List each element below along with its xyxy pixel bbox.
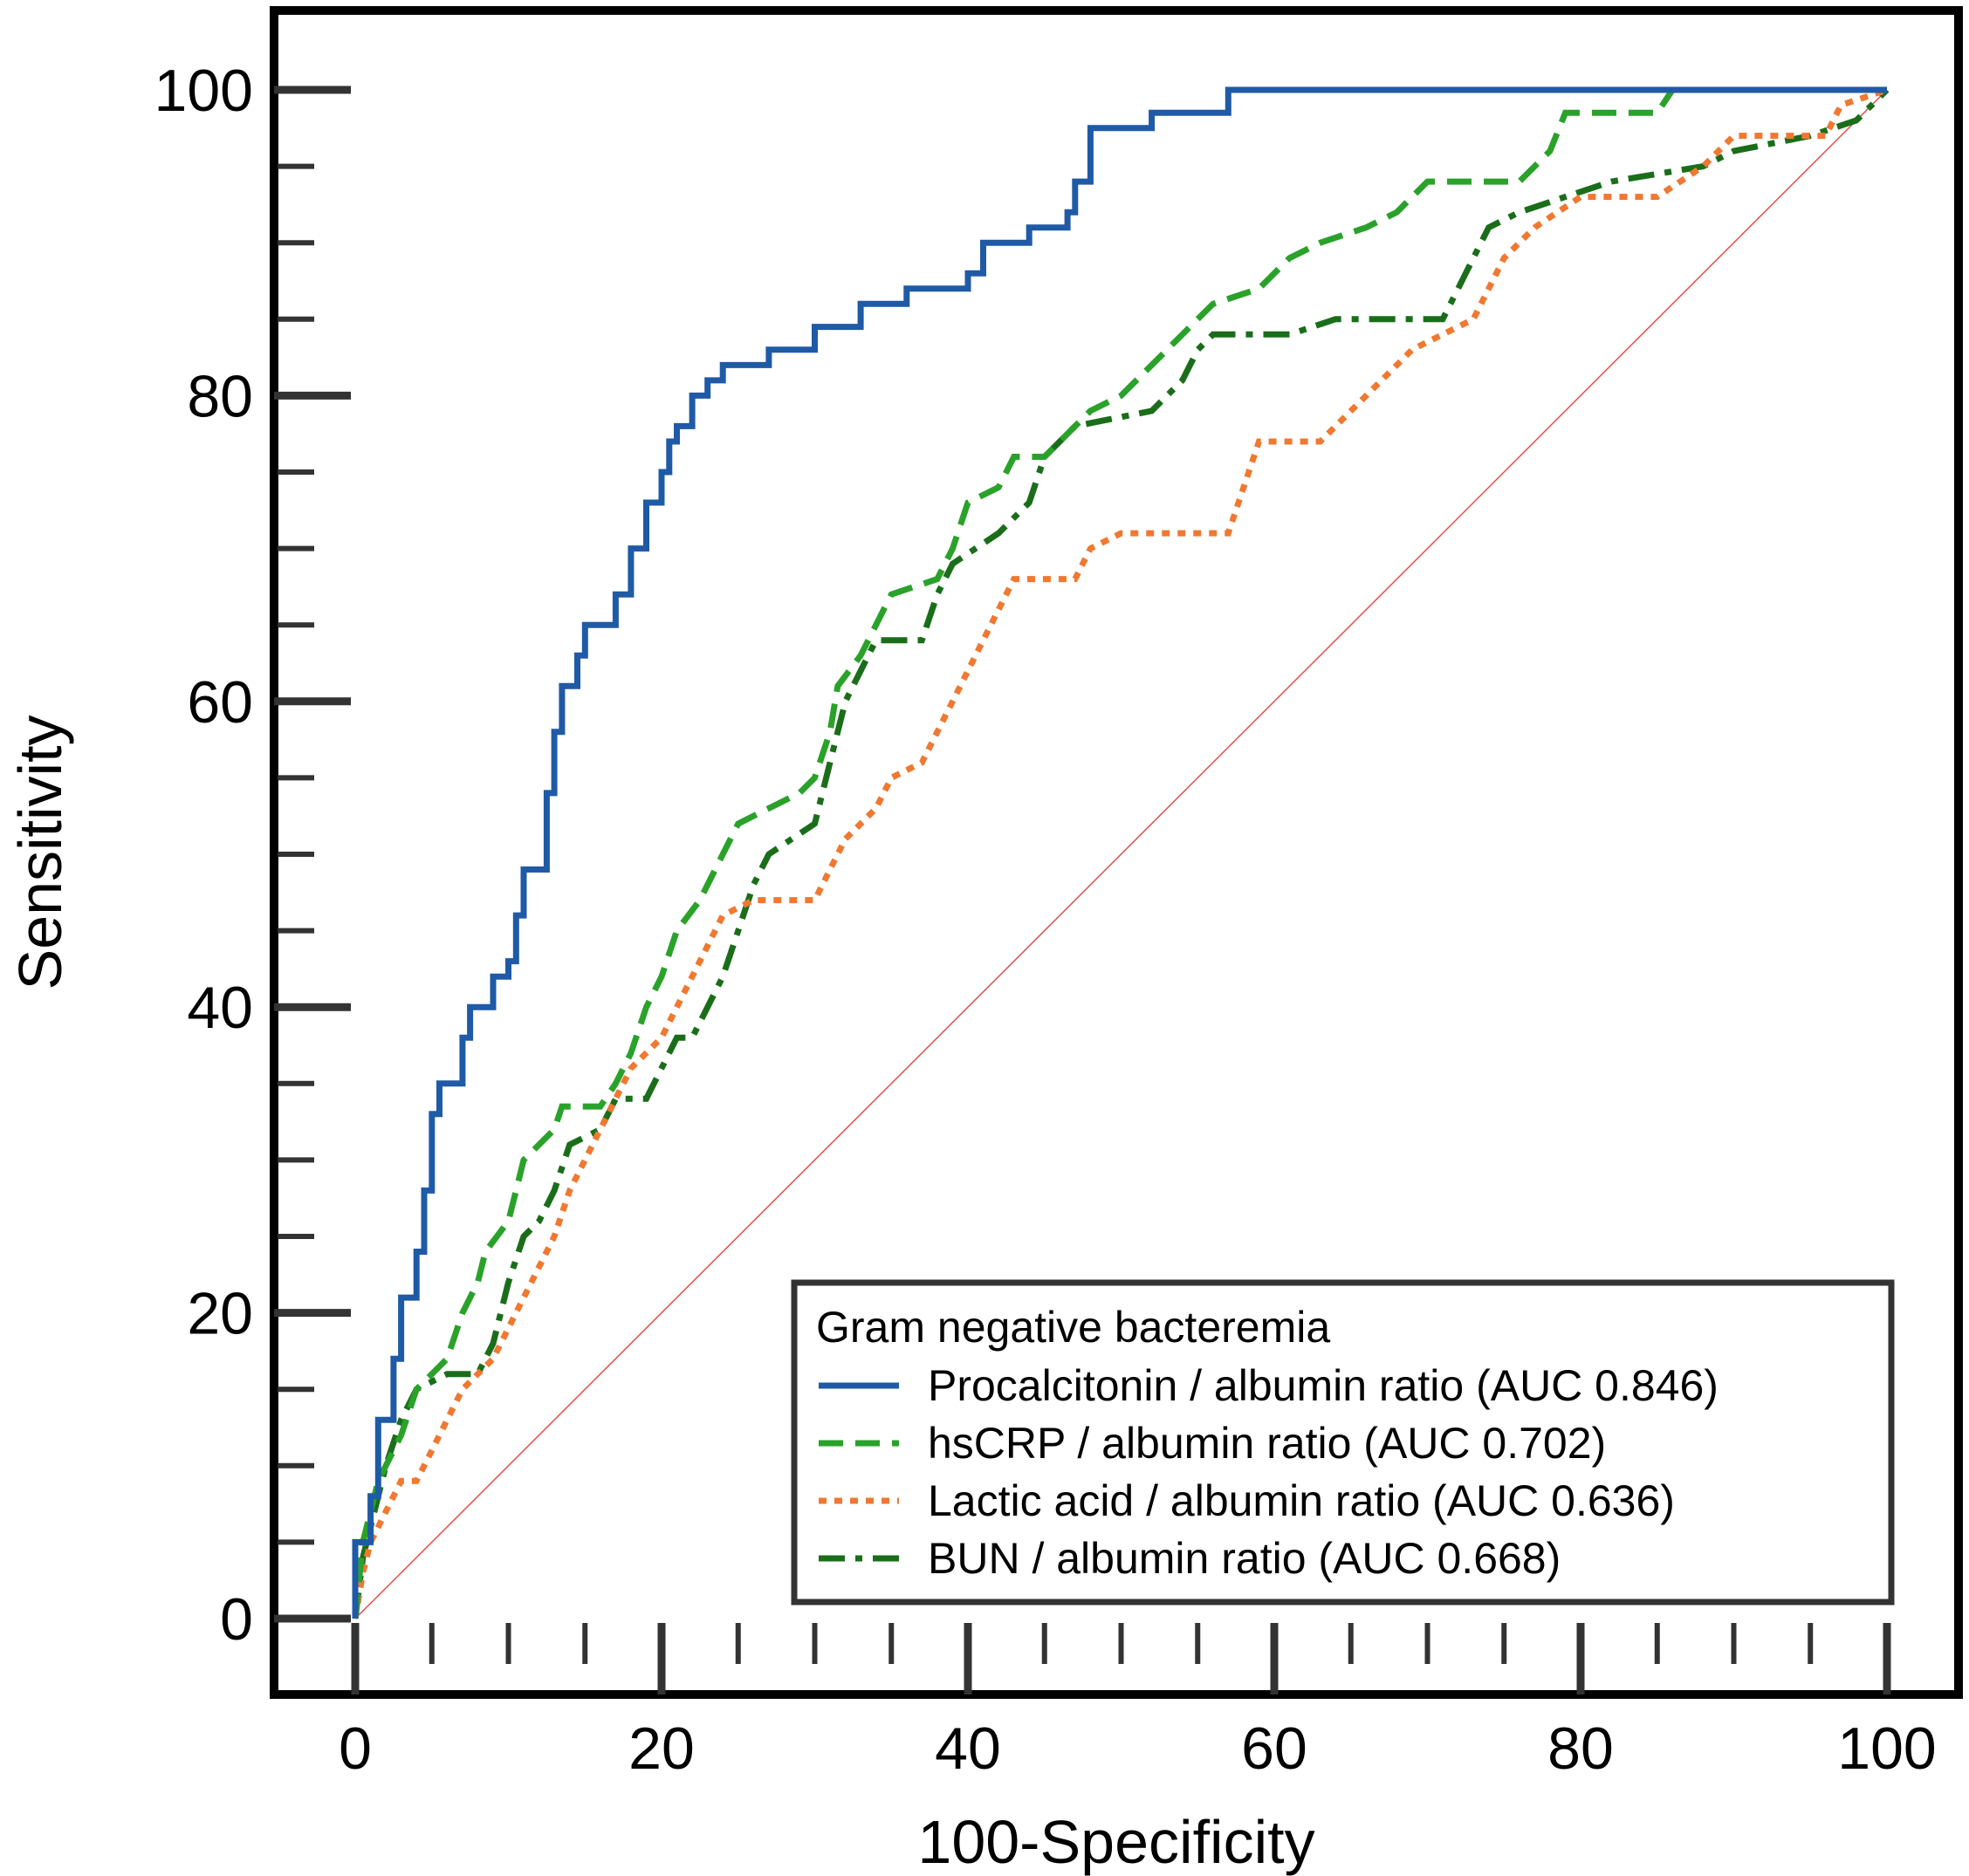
y-axis-ticks: 0 20 40 60 80 100 bbox=[154, 58, 351, 1653]
x-axis-ticks: 0 20 40 60 80 100 bbox=[339, 1623, 1937, 1782]
x-tick-label: 100 bbox=[1837, 1715, 1936, 1782]
y-tick-label: 80 bbox=[187, 363, 253, 429]
legend-label-2: hsCRP / albumin ratio (AUC 0.702) bbox=[928, 1419, 1606, 1468]
legend-label-1: Procalcitonin / albumin ratio (AUC 0.846… bbox=[928, 1361, 1719, 1410]
x-tick-label: 40 bbox=[935, 1715, 1001, 1782]
y-tick-label: 20 bbox=[187, 1281, 253, 1347]
series-line-2 bbox=[352, 86, 1887, 1619]
x-axis-label: 100-Specificity bbox=[917, 1808, 1314, 1876]
y-tick-label: 60 bbox=[187, 669, 253, 736]
y-tick-label: 0 bbox=[220, 1586, 253, 1653]
y-tick-label: 100 bbox=[154, 58, 253, 124]
plot-area bbox=[352, 86, 1890, 1619]
legend-entries: Procalcitonin / albumin ratio (AUC 0.846… bbox=[819, 1361, 1719, 1583]
y-tick-label: 40 bbox=[187, 975, 253, 1041]
legend-title: Gram negative bacteremia bbox=[816, 1303, 1330, 1352]
x-tick-label: 80 bbox=[1547, 1715, 1614, 1782]
legend: Gram negative bacteremia Procalcitonin /… bbox=[791, 1279, 1895, 1606]
series-line-1 bbox=[352, 86, 1887, 1619]
plot-frame bbox=[270, 6, 1963, 1699]
series-line-3 bbox=[352, 86, 1889, 1619]
legend-box bbox=[791, 1279, 1895, 1606]
legend-label-4: BUN / albumin ratio (AUC 0.668) bbox=[928, 1534, 1561, 1583]
y-axis-label: Sensitivity bbox=[6, 715, 74, 989]
x-tick-label: 60 bbox=[1241, 1715, 1307, 1782]
legend-label-3: Lactic acid / albumin ratio (AUC 0.636) bbox=[928, 1476, 1675, 1525]
series-line-4 bbox=[352, 87, 1890, 1619]
x-tick-label: 0 bbox=[339, 1715, 372, 1782]
x-tick-label: 20 bbox=[628, 1715, 695, 1782]
reference-diagonal-line bbox=[354, 89, 1888, 1619]
